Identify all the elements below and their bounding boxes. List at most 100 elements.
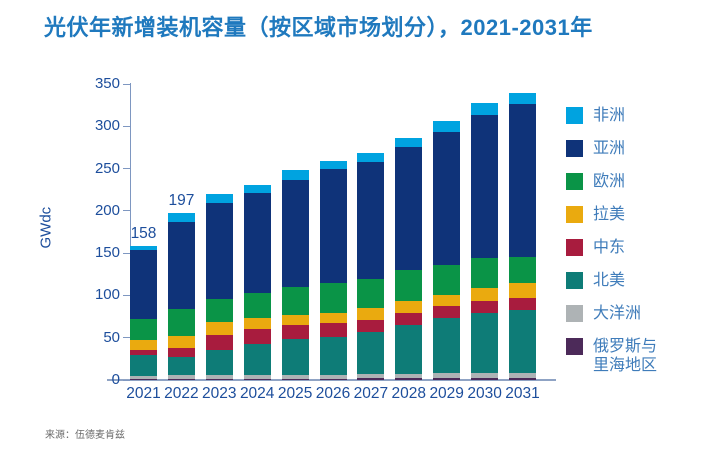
bar-segment-亚洲-2024 (243, 193, 271, 293)
x-axis-line (107, 379, 556, 381)
bar-segment-中东-2027 (357, 319, 385, 332)
bar-segment-北美-2029 (433, 318, 461, 374)
x-tick-label-2030: 2030 (467, 385, 502, 402)
bar-segment-欧洲-2023 (205, 298, 233, 323)
y-tick-mark (123, 83, 130, 85)
legend-item-大洋洲: 大洋洲 (566, 305, 661, 323)
x-tick-label-2029: 2029 (429, 385, 464, 402)
bar-segment-北美-2021 (130, 354, 157, 376)
bar-segment-亚洲-2026 (319, 169, 347, 283)
bar-segment-俄罗斯与里海地区-2025 (281, 379, 309, 380)
bar-segment-大洋洲-2024 (243, 374, 271, 380)
legend-item-中东: 中东 (566, 239, 661, 257)
bar-segment-中东-2022 (167, 347, 195, 358)
legend-item-欧洲: 欧洲 (566, 173, 661, 191)
bar-segment-北美-2023 (205, 349, 233, 375)
bar-segment-俄罗斯与里海地区-2030 (471, 378, 499, 380)
bar-segment-俄罗斯与里海地区-2026 (319, 379, 347, 380)
bar-segment-拉美-2026 (319, 313, 347, 324)
y-tick-mark (123, 294, 130, 296)
bar-segment-俄罗斯与里海地区-2031 (509, 378, 536, 380)
bar-segment-中东-2021 (130, 350, 157, 355)
bar-segment-中东-2028 (395, 313, 423, 326)
bar-segment-拉美-2028 (395, 301, 423, 314)
bar-segment-俄罗斯与里海地区-2021 (130, 379, 157, 380)
bar-segment-欧洲-2022 (167, 308, 195, 337)
y-tick-label: 0 (111, 371, 120, 388)
bar-segment-亚洲-2030 (471, 115, 499, 259)
bar-segment-北美-2028 (395, 325, 423, 375)
x-tick-label-2028: 2028 (391, 385, 427, 402)
bar-segment-拉美-2031 (509, 282, 536, 298)
legend-swatch-北美 (566, 272, 583, 289)
bar-segment-俄罗斯与里海地区-2024 (243, 379, 271, 380)
bar-segment-非洲-2024 (243, 184, 271, 194)
legend-label: 大洋洲 (593, 305, 642, 322)
y-tick-mark (123, 210, 130, 212)
bar-segment-北美-2022 (167, 357, 195, 375)
bar-segment-俄罗斯与里海地区-2027 (357, 378, 385, 380)
bar-segment-欧洲-2025 (281, 286, 309, 315)
y-tick-label: 350 (94, 75, 120, 92)
bar-segment-亚洲-2031 (509, 104, 536, 257)
bar-segment-拉美-2024 (243, 318, 271, 330)
bar-segment-俄罗斯与里海地区-2029 (433, 378, 461, 380)
source-note: 来源：伍德麦肯兹 (45, 430, 125, 441)
y-tick-label: 250 (94, 159, 120, 177)
bar-segment-亚洲-2028 (395, 147, 423, 271)
bar-segment-中东-2029 (433, 306, 461, 319)
legend-label: 亚洲 (593, 140, 626, 157)
bar-segment-亚洲-2025 (281, 179, 309, 287)
bar-segment-欧洲-2027 (357, 279, 385, 309)
bar-segment-亚洲-2023 (205, 203, 233, 299)
y-tick-label: 200 (94, 201, 120, 219)
legend-label: 拉美 (593, 206, 626, 223)
bar-segment-北美-2024 (243, 344, 271, 375)
legend-swatch-亚洲 (566, 140, 583, 157)
bar-segment-中东-2024 (243, 329, 271, 345)
x-tick-label-2024: 2024 (239, 385, 275, 402)
bar-segment-中东-2025 (281, 325, 309, 339)
bar-segment-亚洲-2021 (130, 249, 157, 320)
bar-segment-非洲-2027 (357, 153, 385, 162)
bar-segment-中东-2031 (509, 297, 536, 310)
y-tick-label: 50 (103, 328, 120, 346)
bar-segment-拉美-2025 (281, 314, 309, 326)
y-tick-mark (123, 379, 130, 381)
bar-segment-欧洲-2024 (243, 292, 271, 319)
y-tick-label: 300 (94, 117, 120, 135)
bar-segment-欧洲-2031 (509, 256, 536, 283)
chart-title: 光伏年新增装机容量（按区域市场划分），2021-2031年 (44, 15, 593, 40)
bar-segment-俄罗斯与里海地区-2023 (205, 379, 233, 380)
bar-segment-拉美-2022 (167, 336, 195, 348)
bar-segment-北美-2027 (357, 331, 385, 375)
bar-segment-大洋洲-2031 (509, 373, 536, 379)
legend-label: 欧洲 (593, 173, 626, 190)
bar-segment-非洲-2021 (130, 246, 157, 250)
y-tick-mark (123, 125, 130, 127)
bar-segment-大洋洲-2021 (130, 375, 157, 380)
y-tick-mark (123, 252, 130, 254)
legend-label: 北美 (593, 272, 626, 289)
bar-segment-大洋洲-2027 (357, 374, 385, 379)
bar-segment-欧洲-2026 (319, 282, 347, 314)
bar-segment-非洲-2030 (471, 103, 499, 116)
bar-segment-非洲-2026 (319, 160, 347, 170)
legend-label: 俄罗斯与里海地区 (593, 338, 658, 374)
x-tick-label-2022: 2022 (164, 385, 199, 402)
x-tick-label-2027: 2027 (353, 385, 389, 402)
bar-segment-大洋洲-2028 (395, 374, 423, 379)
x-tick-label-2023: 2023 (202, 385, 237, 402)
bar-segment-欧洲-2030 (471, 258, 499, 288)
legend-swatch-大洋洲 (566, 305, 583, 322)
bar-segment-非洲-2029 (433, 121, 461, 133)
bar-segment-非洲-2031 (509, 93, 536, 105)
bar-segment-非洲-2028 (395, 138, 423, 148)
bar-segment-北美-2026 (319, 336, 347, 375)
bar-segment-中东-2023 (205, 335, 233, 350)
bar-segment-非洲-2023 (205, 193, 233, 204)
y-tick-label: 150 (94, 244, 120, 262)
bar-segment-大洋洲-2026 (319, 374, 347, 380)
legend-label: 中东 (593, 239, 626, 256)
legend-swatch-中东 (566, 239, 583, 256)
